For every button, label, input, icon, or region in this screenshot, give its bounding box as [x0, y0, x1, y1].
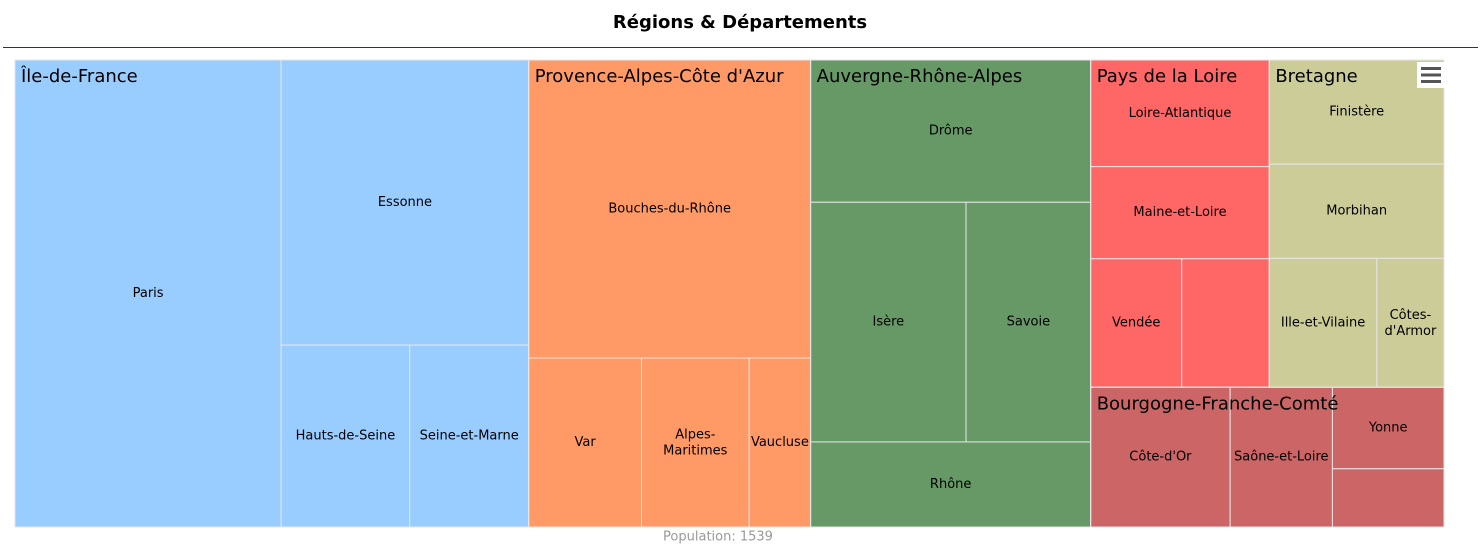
- plot-area: Paris Essonne Hauts-de-Seine Seine-et-Marne…: [14, 59, 1445, 528]
- region-label: Bretagne: [1275, 66, 1357, 87]
- department-label: Vaucluse: [751, 435, 809, 450]
- department-cell: [1268, 163, 1445, 259]
- department-label: Ille-et-Vilaine: [1281, 315, 1365, 330]
- department-cell: [640, 357, 750, 528]
- region: Finistère Morbihan Ille-et-Vilaine Côtes-d'…: [1268, 59, 1445, 388]
- region-label: Provence-Alpes-Côte d'Azur: [535, 66, 784, 87]
- label-line: Alpes-: [675, 427, 716, 442]
- region-label: Pays de la Loire: [1097, 66, 1238, 87]
- department-label: Essonne: [378, 195, 432, 210]
- department-cell: [1331, 386, 1445, 470]
- region: Drôme Isère Savoie Rhône Auvergne-Rhône-Alpe…: [810, 59, 1092, 528]
- region-label: Île-de-France: [20, 65, 138, 87]
- department-label: Yonne: [1368, 421, 1408, 436]
- menu-bar[interactable]: [1421, 80, 1441, 83]
- menu-button[interactable]: [1417, 62, 1445, 88]
- region: Bouches-du-Rhône Var Alpes-Maritimes Vauclu…: [528, 59, 812, 528]
- department-cell: [810, 441, 1092, 528]
- department-cell: [810, 201, 967, 443]
- department-cell: [965, 201, 1092, 443]
- department-cell: [1331, 468, 1445, 528]
- chart-title: Régions & Départements: [613, 12, 867, 33]
- department-label: Côtes-d'Armor: [1385, 307, 1437, 338]
- department-cell: [1090, 258, 1183, 388]
- department-label: Alpes-Maritimes: [663, 427, 728, 458]
- department-cell: [528, 357, 642, 528]
- department-cell: [1181, 258, 1270, 388]
- department-cell: [280, 59, 530, 346]
- department-label: Seine-et-Marne: [420, 429, 519, 444]
- label-line: Côtes-: [1390, 307, 1432, 322]
- menu-bar[interactable]: [1421, 67, 1441, 70]
- department-label: Vendée: [1112, 316, 1160, 331]
- department-label: Hauts-de-Seine: [296, 429, 396, 444]
- department-label: Saône-et-Loire: [1234, 450, 1329, 465]
- menu-bar[interactable]: [1421, 73, 1441, 77]
- department-cell: [1090, 59, 1270, 168]
- department-label: Drôme: [929, 124, 973, 139]
- label-line: Maritimes: [663, 443, 728, 458]
- department-cell: [1268, 59, 1445, 165]
- department-label: Morbihan: [1326, 204, 1387, 219]
- region-border: [1090, 386, 1445, 528]
- department-label: Var: [575, 435, 597, 450]
- label-line: d'Armor: [1385, 323, 1437, 338]
- department-cell: [748, 357, 812, 528]
- department-label: Rhône: [930, 477, 971, 492]
- department-label: Paris: [133, 286, 164, 301]
- department-cell: [1090, 386, 1231, 528]
- department-label: Côte-d'Or: [1129, 450, 1192, 465]
- region: Loire-Atlantique Maine-et-Loire Vendée Pays…: [1090, 59, 1270, 388]
- footer: Population: 1539: [663, 530, 773, 545]
- department-label: Bouches-du-Rhône: [608, 202, 731, 217]
- region-label: Bourgogne-Franche-Comté: [1097, 393, 1339, 414]
- region-label: Auvergne-Rhône-Alpes: [817, 66, 1023, 87]
- department-label: Finistère: [1329, 105, 1384, 120]
- department-cell: [1229, 386, 1333, 528]
- department-label: Isère: [872, 315, 904, 330]
- department-label: Maine-et-Loire: [1133, 205, 1226, 220]
- region: Paris Essonne Hauts-de-Seine Seine-et-Marne…: [14, 59, 530, 528]
- region: Côte-d'Or Saône-et-Loire Yonne Bourgogne-Fr…: [1090, 386, 1445, 528]
- department-label: Savoie: [1007, 315, 1050, 330]
- department-label: Loire-Atlantique: [1129, 106, 1232, 121]
